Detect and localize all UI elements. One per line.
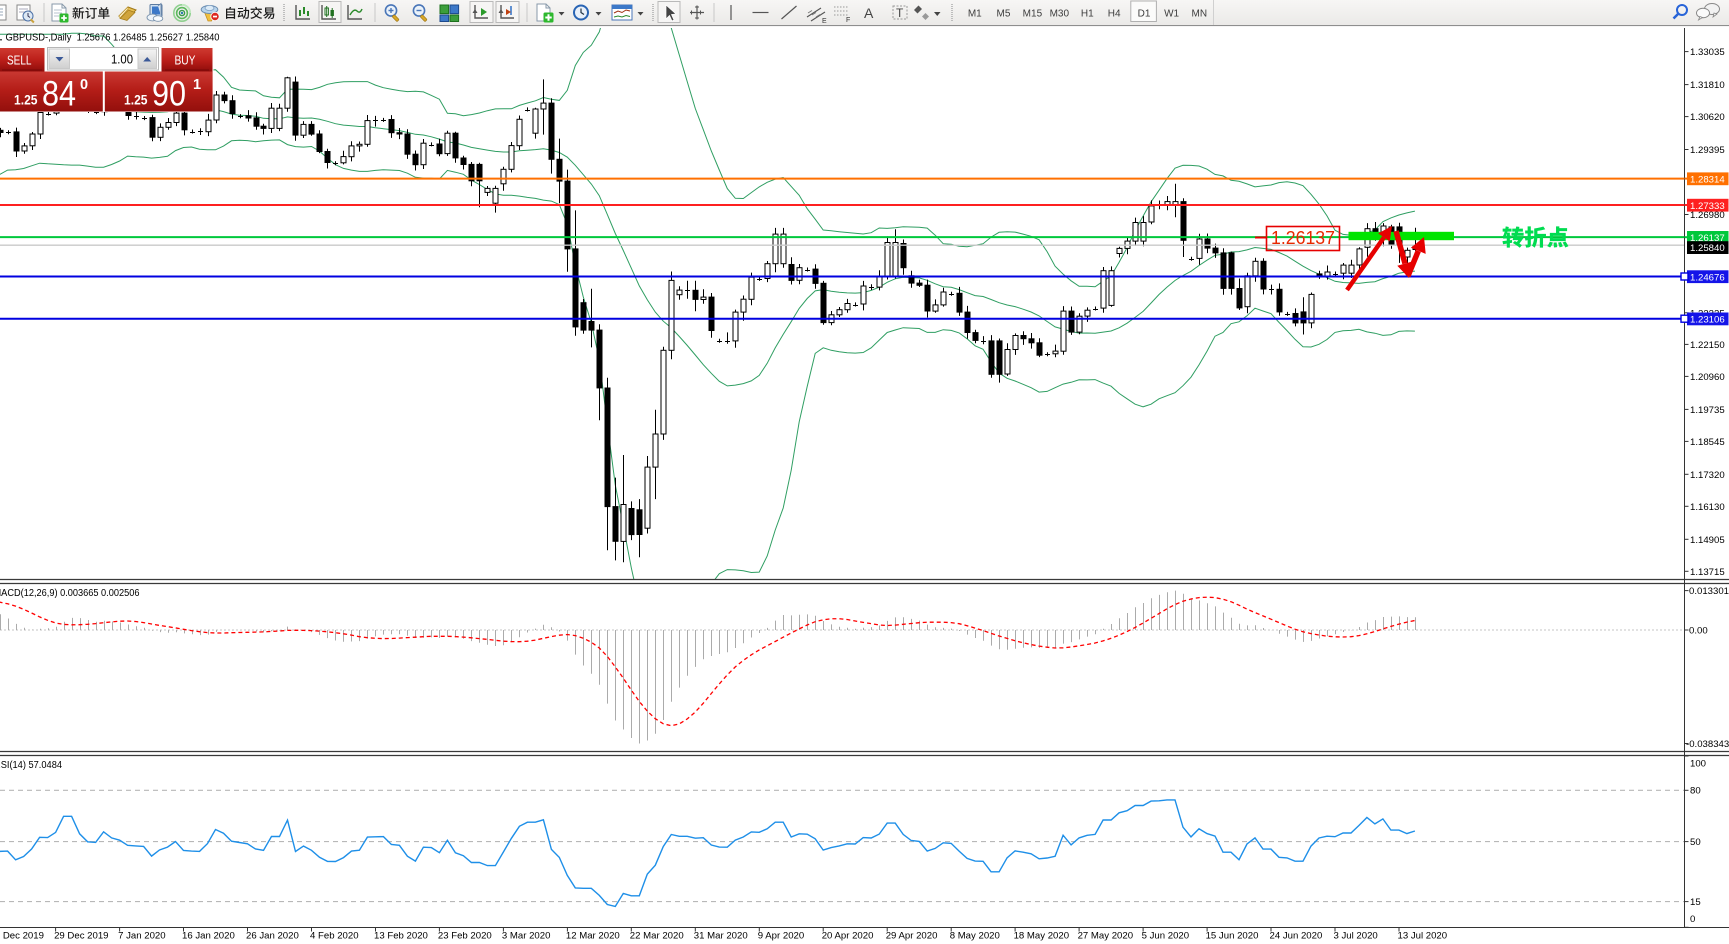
svg-text:18 May 2020: 18 May 2020 [1014, 931, 1069, 942]
svg-text:24 Jun 2020: 24 Jun 2020 [1270, 931, 1323, 942]
svg-text:D1: D1 [1138, 9, 1151, 20]
svg-text:M15: M15 [1023, 9, 1043, 20]
svg-text:1.18545: 1.18545 [1690, 437, 1725, 448]
svg-text:1.13715: 1.13715 [1690, 567, 1725, 578]
svg-text:0.00: 0.00 [1689, 626, 1708, 637]
svg-text:0.013301: 0.013301 [1689, 586, 1729, 597]
svg-text:GBPUSD-,Daily 1.25676 1.26485: GBPUSD-,Daily 1.25676 1.26485 1.25627 1.… [6, 33, 221, 44]
svg-text:31 Mar 2020: 31 Mar 2020 [694, 931, 748, 942]
svg-text:0: 0 [1690, 914, 1695, 925]
svg-text:50: 50 [1690, 837, 1701, 848]
svg-text:84: 84 [42, 74, 76, 114]
svg-text:27 May 2020: 27 May 2020 [1078, 931, 1133, 942]
svg-text:H1: H1 [1081, 9, 1094, 20]
svg-text:29 Apr 2020: 29 Apr 2020 [886, 931, 938, 942]
svg-text:0: 0 [80, 77, 88, 93]
svg-text:1.25840: 1.25840 [1690, 243, 1725, 254]
svg-text:100: 100 [1690, 759, 1706, 770]
svg-text:8 May 2020: 8 May 2020 [950, 931, 1000, 942]
svg-text:1.22150: 1.22150 [1690, 340, 1725, 351]
svg-text:29 Dec 2019: 29 Dec 2019 [54, 931, 108, 942]
svg-text:1.28314: 1.28314 [1690, 174, 1725, 185]
svg-text:3 Jul 2020: 3 Jul 2020 [1334, 931, 1378, 942]
svg-text:26 Jan 2020: 26 Jan 2020 [246, 931, 299, 942]
svg-text:1.31810: 1.31810 [1690, 80, 1725, 91]
svg-text:1.26137: 1.26137 [1690, 233, 1725, 244]
svg-text:1.00: 1.00 [111, 52, 133, 67]
svg-text:1.20960: 1.20960 [1690, 372, 1725, 383]
svg-text:12 Mar 2020: 12 Mar 2020 [566, 931, 620, 942]
svg-text:1.26137: 1.26137 [1271, 227, 1335, 248]
svg-text:F: F [846, 17, 850, 24]
svg-text:1.29395: 1.29395 [1690, 145, 1725, 156]
svg-text:T: T [896, 6, 904, 20]
svg-text:E: E [822, 18, 827, 25]
svg-text:1.23106: 1.23106 [1690, 315, 1725, 326]
svg-text:7 Jan 2020: 7 Jan 2020 [118, 931, 165, 942]
svg-text:A: A [864, 5, 874, 21]
svg-text:W1: W1 [1164, 9, 1179, 20]
svg-text:16 Jan 2020: 16 Jan 2020 [182, 931, 235, 942]
svg-text:15: 15 [1690, 897, 1701, 908]
svg-text:5 Jun 2020: 5 Jun 2020 [1142, 931, 1189, 942]
svg-text:1.26980: 1.26980 [1690, 210, 1725, 221]
svg-text:1.27333: 1.27333 [1690, 201, 1725, 212]
svg-text:80: 80 [1690, 786, 1701, 797]
svg-text:1.30620: 1.30620 [1690, 112, 1725, 123]
svg-text:1.19735: 1.19735 [1690, 405, 1725, 416]
svg-text:1.17320: 1.17320 [1690, 470, 1725, 481]
svg-text:1.33035: 1.33035 [1690, 47, 1725, 58]
svg-text:M30: M30 [1050, 9, 1070, 20]
svg-text:9 Apr 2020: 9 Apr 2020 [758, 931, 804, 942]
svg-text:MN: MN [1192, 9, 1208, 20]
svg-text:BUY: BUY [175, 54, 197, 68]
svg-text:M5: M5 [997, 9, 1011, 20]
svg-text:MACD(12,26,9) 0.003665 0.00250: MACD(12,26,9) 0.003665 0.002506 [0, 588, 140, 599]
svg-text:13 Feb 2020: 13 Feb 2020 [374, 931, 428, 942]
svg-text:22 Mar 2020: 22 Mar 2020 [630, 931, 684, 942]
svg-text:23 Feb 2020: 23 Feb 2020 [438, 931, 492, 942]
svg-text:1: 1 [193, 77, 201, 93]
svg-text:RSI(14) 57.0484: RSI(14) 57.0484 [0, 760, 63, 771]
svg-text:1.14905: 1.14905 [1690, 535, 1725, 546]
svg-text:1.25: 1.25 [124, 92, 148, 108]
svg-text:15 Jun 2020: 15 Jun 2020 [1206, 931, 1259, 942]
svg-text:13 Jul 2020: 13 Jul 2020 [1398, 931, 1448, 942]
svg-text:1.25: 1.25 [14, 92, 38, 108]
svg-text:4 Feb 2020: 4 Feb 2020 [310, 931, 359, 942]
svg-text:3 Mar 2020: 3 Mar 2020 [502, 931, 551, 942]
svg-text:19 Dec 2019: 19 Dec 2019 [0, 931, 44, 942]
svg-text:M1: M1 [968, 9, 982, 20]
svg-text:90: 90 [152, 74, 186, 114]
svg-text:1.16130: 1.16130 [1690, 502, 1725, 513]
svg-text:-0.038343: -0.038343 [1686, 739, 1729, 750]
svg-text:H4: H4 [1108, 9, 1121, 20]
svg-text:SELL: SELL [7, 54, 32, 68]
svg-text:20 Apr 2020: 20 Apr 2020 [822, 931, 874, 942]
svg-text:1.24676: 1.24676 [1690, 272, 1725, 283]
